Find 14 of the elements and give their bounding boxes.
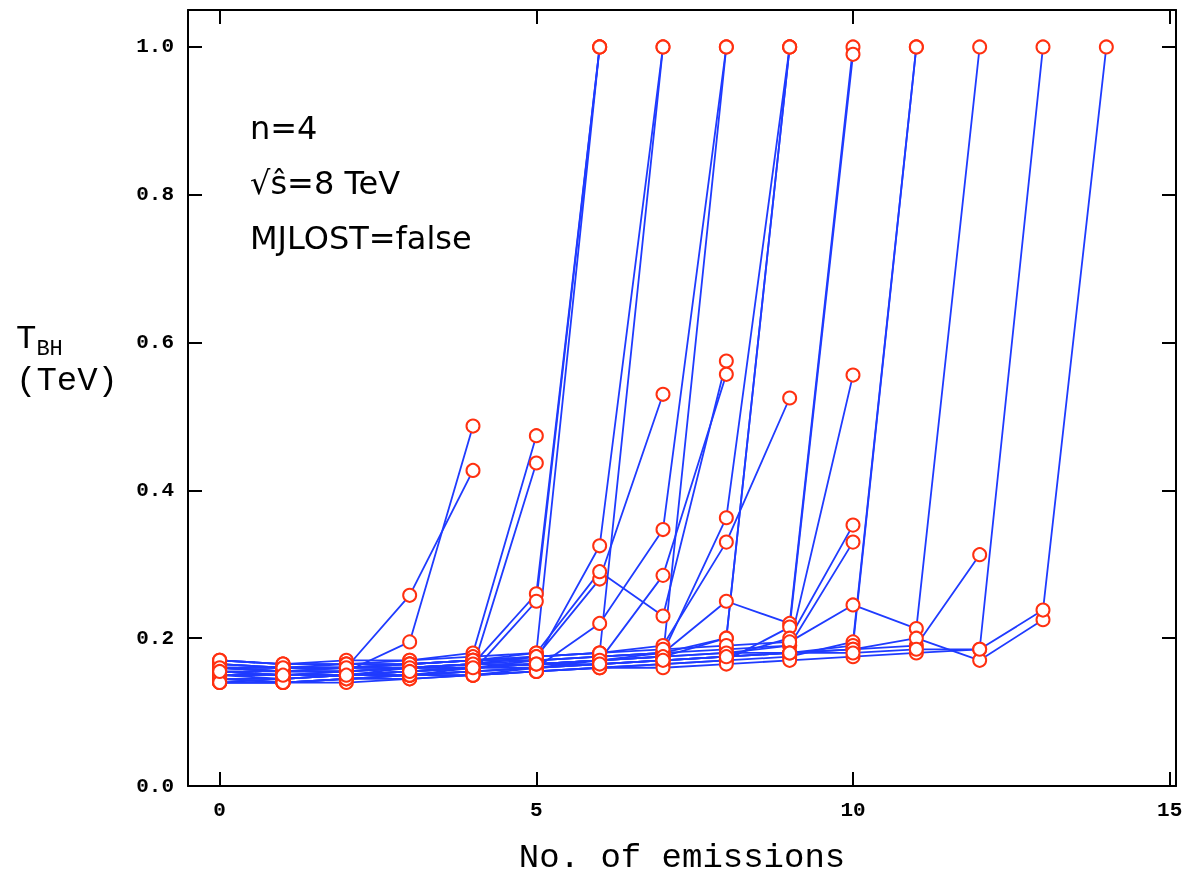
- x-axis-title: No. of emissions: [518, 839, 846, 877]
- x-tick-label: 0: [213, 799, 226, 822]
- y-tick-label: 0.2: [136, 626, 174, 650]
- x-tick-label: 10: [840, 799, 866, 822]
- y-tick-label: 0.8: [136, 183, 174, 207]
- annotation: √ŝ=8 TeV: [250, 164, 401, 202]
- y-tick-label: 0.4: [136, 478, 174, 502]
- y-tick-label: 0.0: [136, 774, 174, 798]
- x-tick-label: 5: [530, 799, 543, 822]
- annotation: MJLOST=false: [250, 219, 472, 257]
- y-tick-label: 0.6: [136, 331, 174, 355]
- x-tick-label: 15: [1157, 799, 1183, 822]
- annotation: n=4: [250, 109, 318, 147]
- y-tick-label: 1.0: [136, 35, 174, 59]
